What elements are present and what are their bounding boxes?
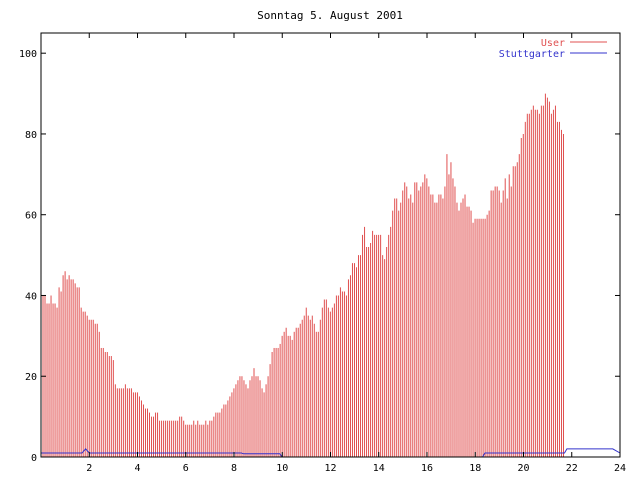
y-tick-label: 0: [31, 453, 37, 464]
x-tick-label: 18: [469, 463, 481, 474]
stuttgarter-series: [41, 448, 621, 458]
y-tick-label: 20: [25, 372, 37, 383]
legend-label-user: User: [541, 38, 565, 49]
x-tick-label: 20: [517, 463, 529, 474]
x-tick-label: 6: [183, 463, 189, 474]
stuttgarter-line: [41, 448, 621, 458]
y-tick-label: 60: [25, 211, 37, 222]
user-series: [42, 93, 564, 457]
y-tick-label: 80: [25, 130, 37, 141]
x-tick-label: 8: [231, 463, 237, 474]
y-tick-label: 40: [25, 291, 37, 302]
x-tick-label: 14: [373, 463, 385, 474]
x-tick-label: 22: [566, 463, 578, 474]
x-tick-label: 16: [421, 463, 433, 474]
x-tick-label: 4: [134, 463, 140, 474]
x-tick-label: 2: [86, 463, 92, 474]
chart-title: Sonntag 5. August 2001: [257, 9, 403, 22]
y-tick-label: 100: [19, 49, 37, 60]
x-tick-label: 12: [324, 463, 336, 474]
x-tick-label: 10: [276, 463, 288, 474]
x-tick-label: 24: [614, 463, 626, 474]
legend-label-stuttgarter: Stuttgarter: [499, 49, 565, 60]
legend: User Stuttgarter: [499, 38, 607, 60]
